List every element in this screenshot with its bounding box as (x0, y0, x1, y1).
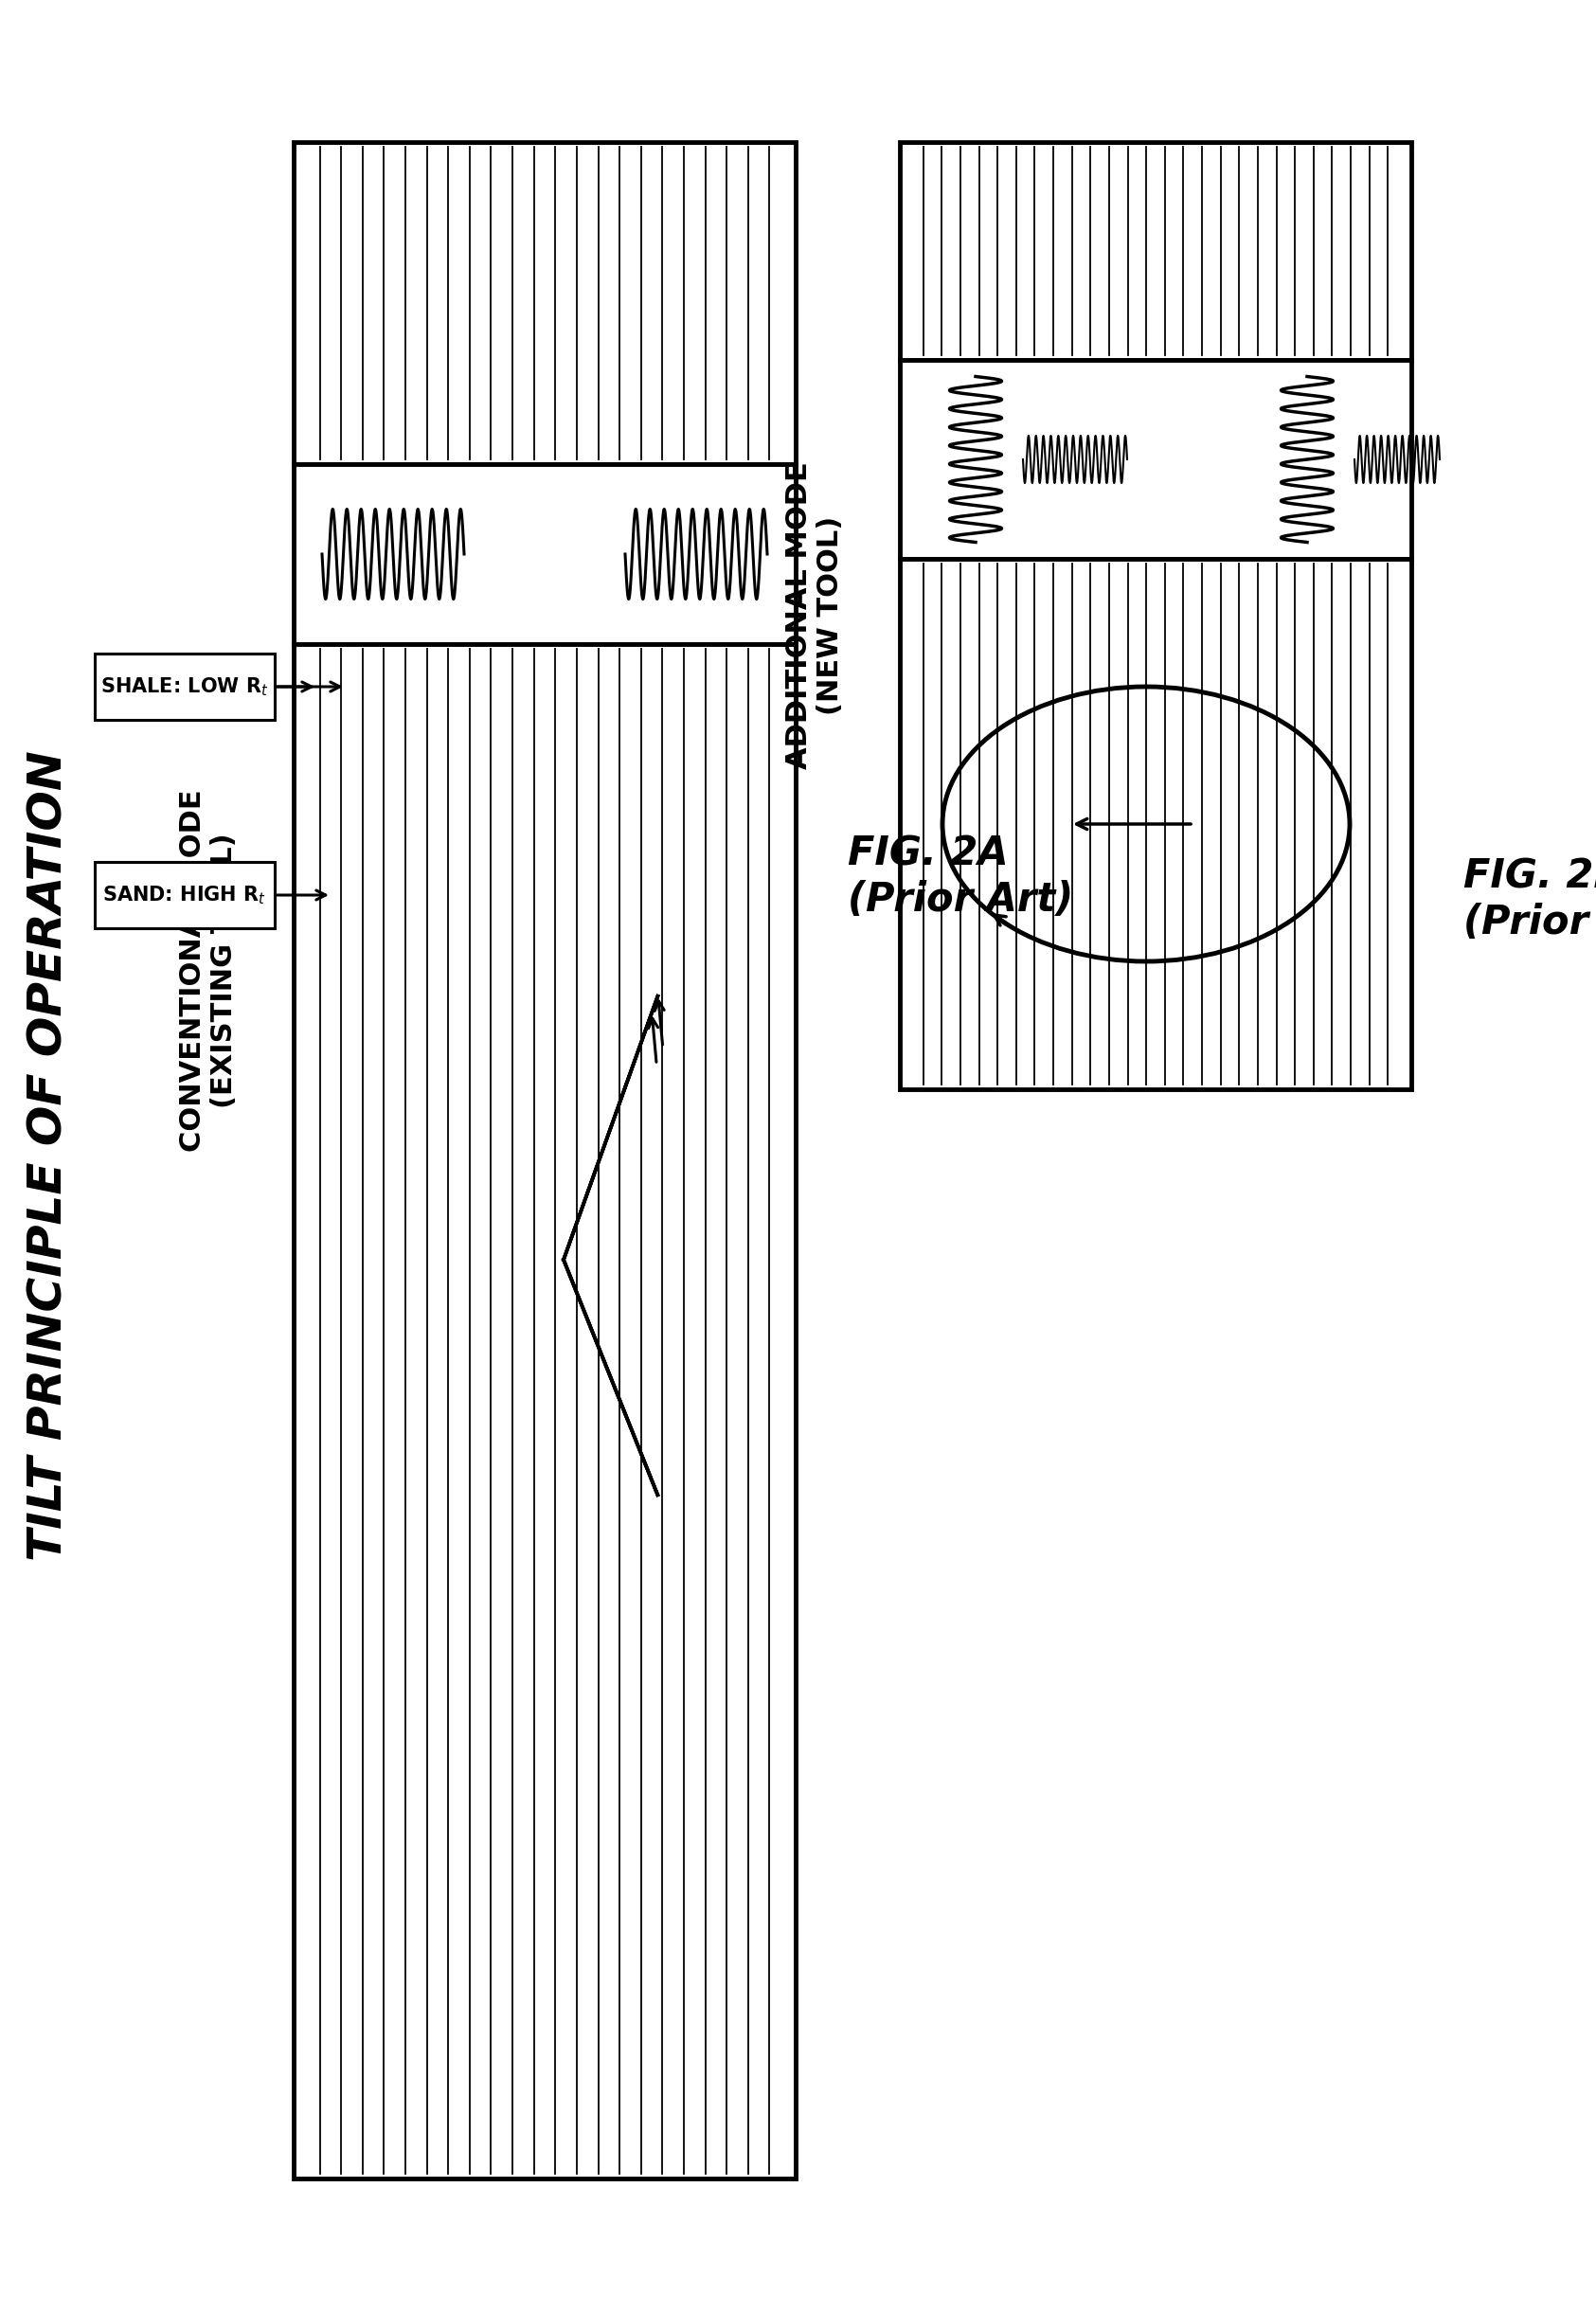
Bar (294, 465, 796, 643)
Text: CONVENTIONAL MODE
(EXISTING TOOL): CONVENTIONAL MODE (EXISTING TOOL) (179, 789, 238, 1152)
Bar (294, 643, 796, 2179)
Text: FIG. 2A
(Prior Art): FIG. 2A (Prior Art) (847, 833, 1074, 918)
Bar (94, 863, 275, 928)
Text: ADDITIONAL MODE
(NEW TOOL): ADDITIONAL MODE (NEW TOOL) (785, 463, 844, 770)
Text: SHALE: LOW R$_t$: SHALE: LOW R$_t$ (101, 675, 268, 699)
Text: TILT PRINCIPLE OF OPERATION: TILT PRINCIPLE OF OPERATION (27, 749, 72, 1561)
Bar (294, 141, 796, 465)
Bar (94, 655, 275, 719)
Text: SAND: HIGH R$_t$: SAND: HIGH R$_t$ (102, 884, 267, 907)
Bar (900, 560, 1411, 1089)
Bar (900, 141, 1411, 361)
Text: FIG. 2B
(Prior Art): FIG. 2B (Prior Art) (1464, 856, 1596, 944)
Bar (900, 361, 1411, 560)
